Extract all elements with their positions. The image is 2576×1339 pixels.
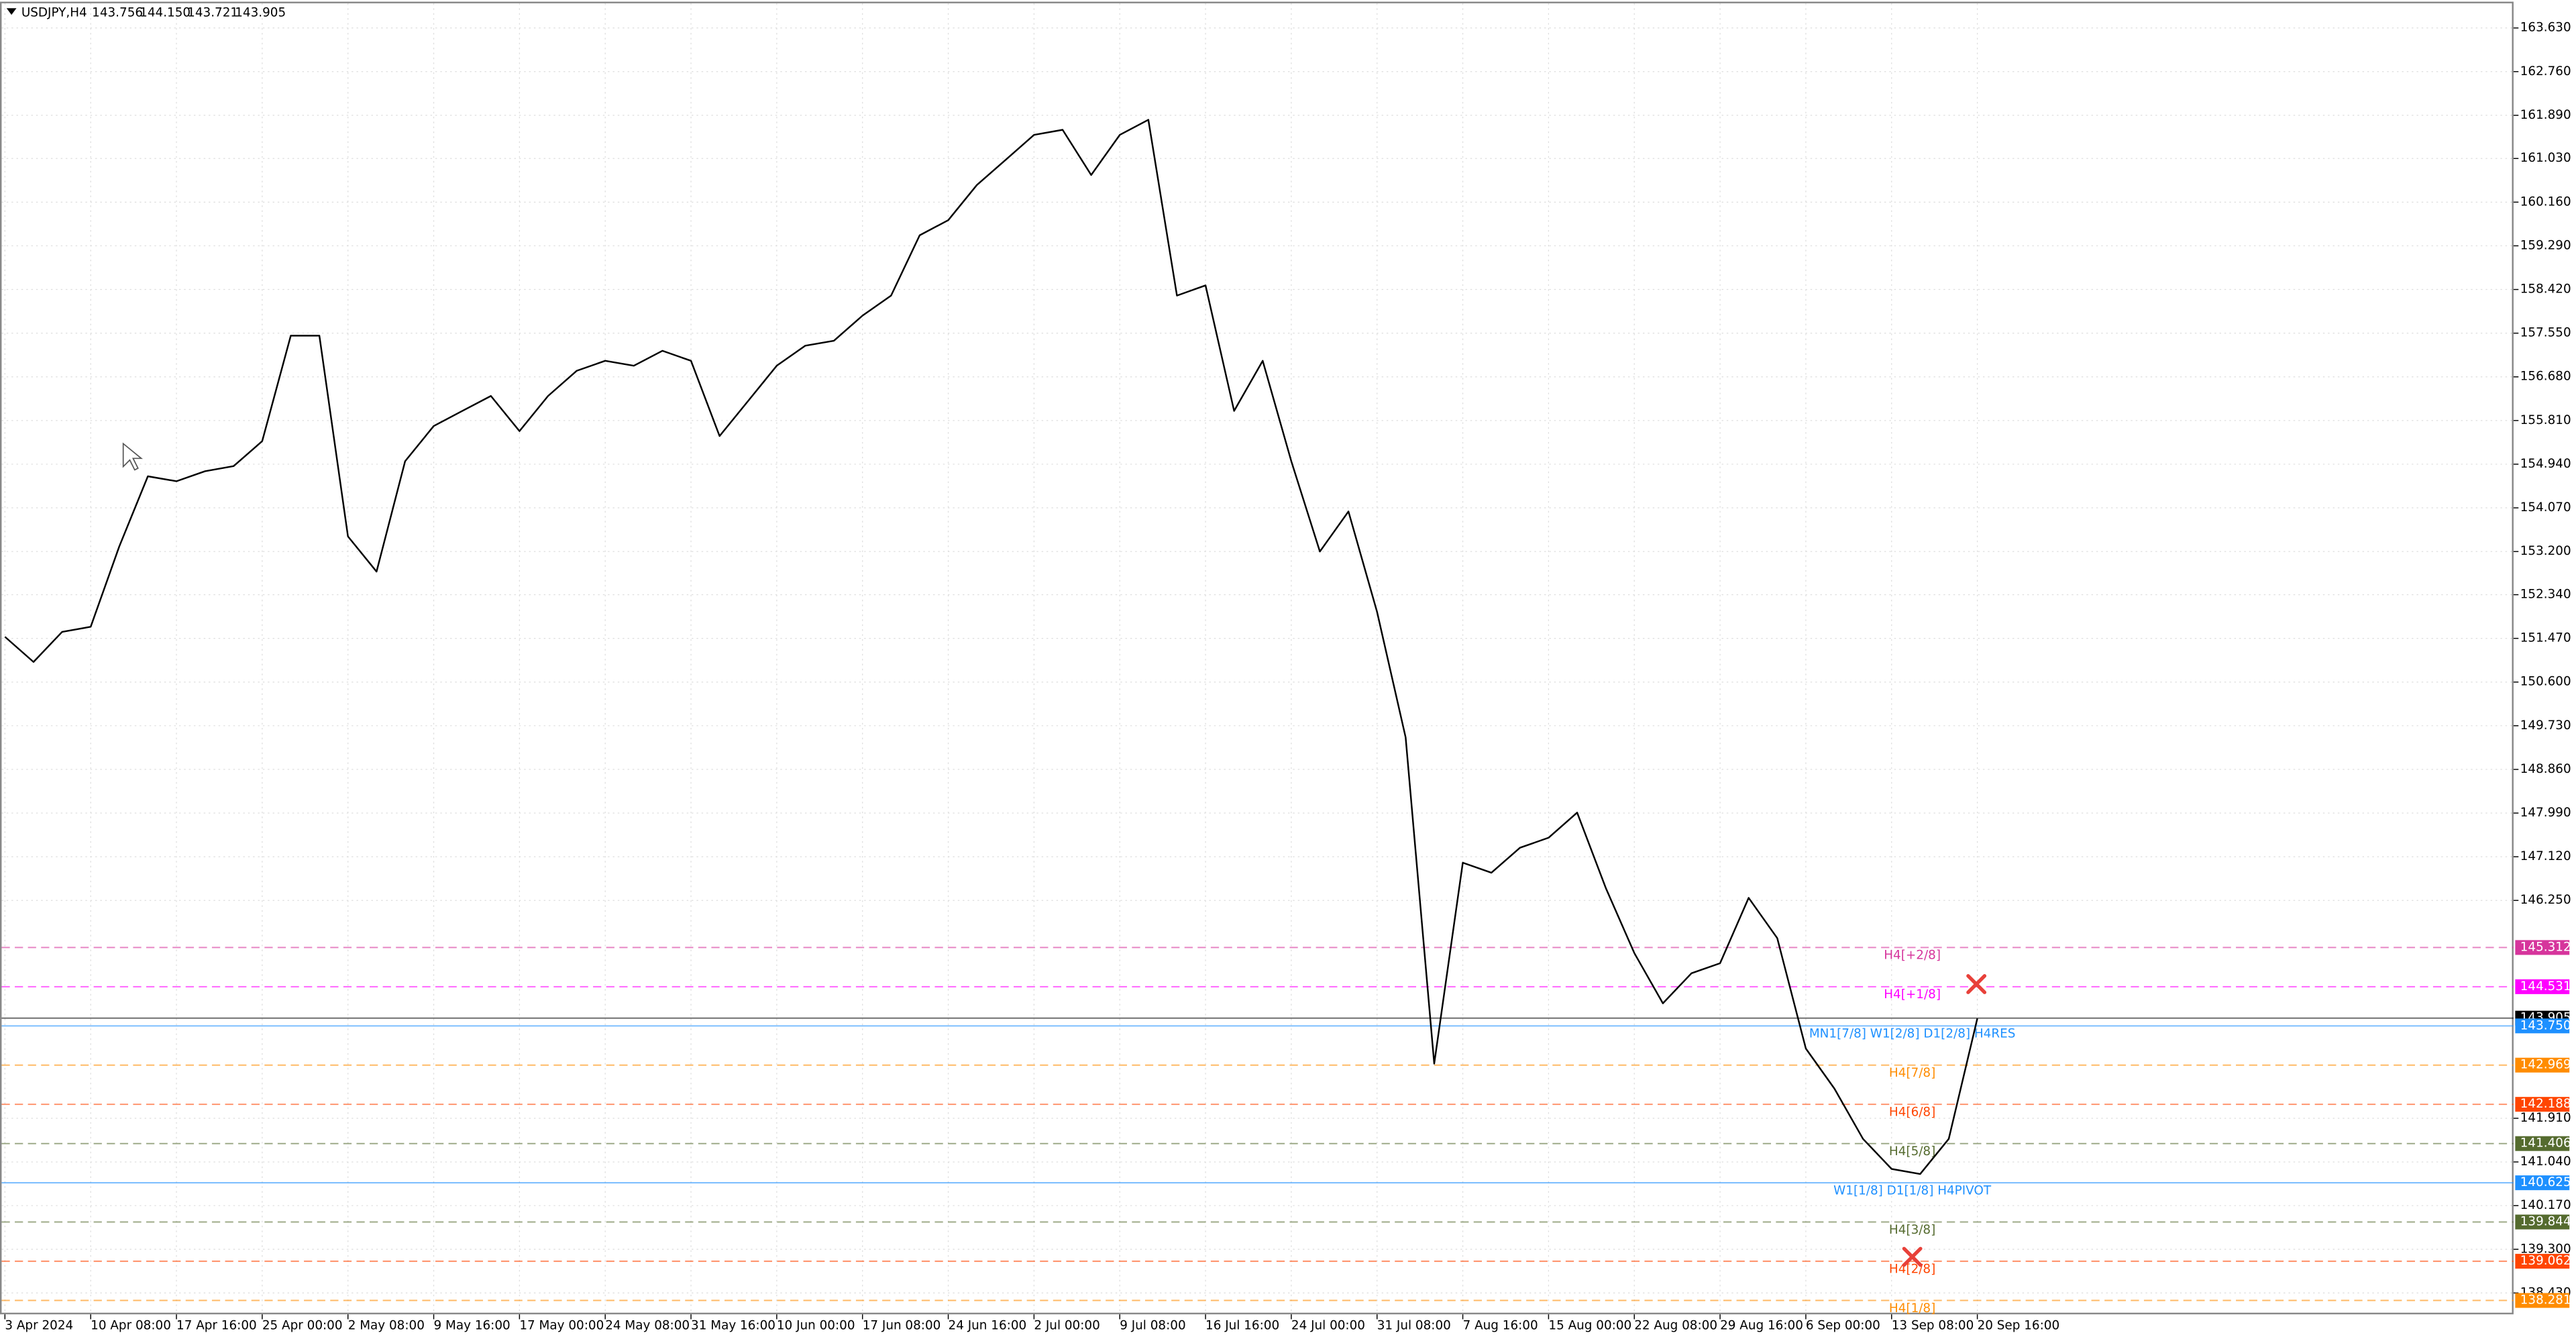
x-tick-label: 24 May 08:00 [605, 1318, 690, 1332]
level-label: H4[+2/8] [1884, 949, 1941, 963]
markers [1902, 974, 1987, 1267]
level-label: H4[7/8] [1889, 1066, 1935, 1080]
level-label: H4[1/8] [1889, 1301, 1935, 1316]
y-tick-label: 141.040 [2520, 1155, 2571, 1169]
price-tag [2515, 1136, 2570, 1151]
x-tick-label: 3 Apr 2024 [5, 1318, 73, 1332]
y-tick-label: 153.200 [2520, 544, 2571, 558]
price-line [4, 119, 1978, 1175]
y-tick-label: 155.810 [2520, 413, 2571, 427]
levels: H4[+2/8] H4[+1/8] MN1[7/8] W1[2/8] D1[2/8]… [1, 947, 2514, 1316]
y-tick-label: 146.250 [2520, 893, 2571, 907]
y-tick-label: 163.630 [2520, 21, 2571, 35]
price-tag [2515, 1097, 2570, 1112]
y-tick-label: 149.730 [2520, 718, 2571, 733]
price-tag-label: 140.625 [2520, 1175, 2571, 1189]
x-tick-label: 17 May 00:00 [519, 1318, 604, 1332]
price-tag [2515, 1293, 2570, 1308]
series [4, 119, 1978, 1175]
x-tick-label: 24 Jun 16:00 [949, 1318, 1027, 1332]
y-tick-label: 141.910 [2520, 1111, 2571, 1125]
price-tag-label: 145.312 [2520, 940, 2571, 954]
price-tag-label: 142.969 [2520, 1058, 2571, 1072]
price-tag [2515, 1175, 2570, 1191]
price-tag [2515, 1254, 2570, 1269]
y-tick-label: 154.070 [2520, 500, 2571, 515]
y-tick-label: 150.600 [2520, 675, 2571, 689]
level-label: H4[6/8] [1889, 1105, 1935, 1119]
low: 143.721 [187, 6, 238, 20]
x-tick-label: 16 Jul 16:00 [1205, 1318, 1279, 1332]
price-tag [2515, 940, 2570, 955]
level-label: H4[3/8] [1889, 1223, 1935, 1237]
y-tick-label: 161.030 [2520, 151, 2571, 165]
high: 144.150 [140, 6, 191, 20]
y-tick-label: 151.470 [2520, 631, 2571, 645]
x-tick-label: 24 Jul 00:00 [1291, 1318, 1365, 1332]
y-tick-label: 159.290 [2520, 238, 2571, 252]
axis: 163.630 162.760 161.890 161.030 160.160 159.2… [4, 21, 2571, 1332]
y-tick-label: 157.550 [2520, 326, 2571, 340]
x-tick-label: 22 Aug 08:00 [1634, 1318, 1717, 1332]
y-tick-label: 152.340 [2520, 588, 2571, 602]
x-tick-label: 10 Apr 08:00 [91, 1318, 171, 1332]
y-tick-label: 162.760 [2520, 64, 2571, 78]
x-tick-label: 15 Aug 00:00 [1548, 1318, 1631, 1332]
x-tick-label: 6 Sep 00:00 [1806, 1318, 1880, 1332]
level-label: MN1[7/8] W1[2/8] D1[2/8] H4RES [1809, 1027, 2016, 1041]
symbol: USDJPY,H4 [21, 6, 87, 20]
x-tick-label: 9 Jul 08:00 [1120, 1318, 1185, 1332]
x-tick-label: 7 Aug 16:00 [1463, 1318, 1538, 1332]
x-tick-label: 20 Sep 16:00 [1978, 1318, 2060, 1332]
y-tick-label: 148.860 [2520, 762, 2571, 776]
mouse-cursor [122, 442, 144, 471]
open: 143.756 [92, 6, 143, 20]
price-tag-label: 139.062 [2520, 1254, 2571, 1268]
level-label: H4[+1/8] [1884, 987, 1941, 1002]
price-tag-label: 144.531 [2520, 979, 2571, 994]
grid [1, 3, 2514, 1315]
x-tick-label: 13 Sep 08:00 [1892, 1318, 1974, 1332]
y-tick-label: 147.120 [2520, 849, 2571, 863]
price-tag-label: 138.281 [2520, 1293, 2571, 1307]
y-tick-label: 139.300 [2520, 1242, 2571, 1256]
price-tag-label: 142.188 [2520, 1097, 2571, 1111]
x-tick-label: 31 May 16:00 [691, 1318, 775, 1332]
level-label: W1[1/8] D1[1/8] H4PIVOT [1833, 1183, 1992, 1197]
y-tick-label: 147.990 [2520, 806, 2571, 820]
y-tick-label: 160.160 [2520, 195, 2571, 209]
price-tag-label: 141.406 [2520, 1136, 2571, 1150]
x-tick-label: 9 May 16:00 [434, 1318, 511, 1332]
level-label: H4[5/8] [1889, 1144, 1935, 1159]
y-tick-label: 156.680 [2520, 370, 2571, 384]
y-tick-label: 161.890 [2520, 108, 2571, 122]
x-tick-label: 2 May 08:00 [348, 1318, 425, 1332]
x-tick-label: 10 Jun 00:00 [777, 1318, 855, 1332]
x-tick-label: 29 Aug 16:00 [1720, 1318, 1803, 1332]
y-tick-label: 140.170 [2520, 1198, 2571, 1212]
price-tag [2515, 1018, 2570, 1034]
signal-marker [1902, 1246, 1923, 1267]
price-tag [2515, 1057, 2570, 1073]
price-tag-label: 143.750 [2520, 1018, 2571, 1032]
y-tick-label: 158.420 [2520, 282, 2571, 297]
menu-arrow[interactable] [6, 8, 17, 15]
x-tick-label: 25 Apr 00:00 [262, 1318, 343, 1332]
price-tag [2515, 979, 2570, 994]
signal-marker [1966, 974, 1987, 994]
price-tag-label: 139.844 [2520, 1215, 2571, 1229]
x-tick-label: 17 Apr 16:00 [176, 1318, 257, 1332]
header: USDJPY,H4 143.756 144.150 143.721 143.90… [6, 6, 286, 20]
level-label: H4[2/8] [1889, 1262, 1935, 1276]
price-tag [2515, 1214, 2570, 1230]
x-tick-label: 31 Jul 08:00 [1377, 1318, 1451, 1332]
plot-frame [0, 1, 2514, 1315]
x-tick-label: 2 Jul 00:00 [1034, 1318, 1099, 1332]
y-tick-label: 154.940 [2520, 457, 2571, 471]
close: 143.905 [235, 6, 286, 20]
x-tick-label: 17 Jun 08:00 [863, 1318, 941, 1332]
